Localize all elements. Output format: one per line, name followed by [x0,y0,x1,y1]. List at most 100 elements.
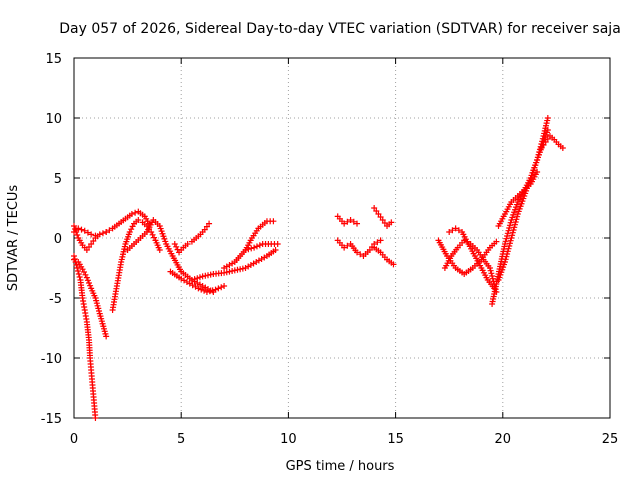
data-point [506,225,513,231]
series-arc-12 [371,244,397,268]
series-arc-6 [188,247,279,283]
data-point [354,220,361,227]
data-point [493,238,500,245]
x-tick-label: 25 [602,432,619,447]
series-arc-early-1 [71,256,110,340]
data-point [357,251,364,258]
y-tick-labels: 15 10 5 0 -5 -10 -15 [41,52,62,427]
data-point [507,237,514,244]
data-point [270,218,277,225]
data-point [173,243,180,250]
data-point [156,247,163,253]
series-arc-17 [495,115,551,283]
data-point [504,251,511,257]
data-point [503,235,510,242]
data-point [344,218,351,225]
data-point [507,219,514,226]
data-point [248,245,255,252]
x-tick-label: 15 [387,432,404,447]
grid-lines [74,58,610,418]
data-point [81,269,88,275]
data-point [452,225,459,232]
data-point [203,289,210,295]
data-point [486,265,493,271]
data-point [505,227,512,234]
series-arc-19 [538,133,566,151]
data-point [347,217,354,223]
data-point [195,285,202,292]
data-point [129,223,136,230]
data-point [536,149,543,155]
y-tick-label: -5 [49,292,62,307]
data-point [171,241,178,247]
data-point [96,231,103,238]
data-point [506,243,513,249]
x-tick-label: 5 [177,432,185,447]
series-arc-9 [334,213,361,227]
data-point [71,256,77,263]
y-tick-label: -15 [41,412,62,427]
data-point [534,157,541,163]
data-point [509,232,516,239]
data-point [99,230,106,237]
data-point [539,138,546,145]
data-point [253,243,260,250]
data-point [83,274,90,281]
data-point [206,288,213,295]
data-point [544,115,551,121]
data-point [218,284,225,291]
data-point [509,229,516,236]
data-point [87,282,94,289]
data-point [388,219,395,226]
data-point [188,277,195,283]
data-point [539,135,546,142]
data-point [272,247,279,253]
y-tick-label: 5 [54,172,62,187]
data-point [149,231,156,238]
series-arc-5 [171,220,213,256]
data-point [128,226,135,233]
y-tick-label: -10 [41,352,62,367]
y-axis-title: SDTVAR / TECUs [6,185,21,292]
data-point [502,256,509,263]
data-point [191,276,198,283]
series-arc-early-3 [71,225,99,239]
data-point [505,245,512,252]
data-point [74,265,81,271]
data-point [514,213,521,220]
data-point [504,248,511,255]
data-point [504,233,511,239]
data-point [81,227,88,234]
data-point [501,241,508,247]
data-point [501,259,508,265]
series-arc-2 [103,208,153,235]
data-point [92,232,99,239]
data-point [510,227,517,233]
data-point [128,211,135,217]
data-point [88,231,95,238]
data-point [84,229,91,236]
data-point [559,145,566,151]
chart-title: Day 057 of 2026, Sidereal Day-to-day VTE… [59,21,621,37]
data-point [350,218,357,225]
data-point [504,230,511,237]
data-point [75,268,82,274]
y-tick-label: 0 [54,232,62,247]
data-point [76,274,83,280]
data-point [242,247,249,253]
data-point [151,234,158,241]
data-point [506,240,513,247]
data-point [212,286,219,293]
data-point [86,280,93,286]
data-point [196,274,203,281]
data-point [92,415,99,421]
data-point [511,221,518,228]
x-tick-label: 20 [495,432,512,447]
data-point [74,232,81,238]
x-tick-label: 10 [280,432,297,447]
data-point [75,271,82,277]
series-arc-1 [109,217,163,313]
data-point [535,151,542,158]
data-point [487,267,494,274]
data-point [390,261,397,268]
